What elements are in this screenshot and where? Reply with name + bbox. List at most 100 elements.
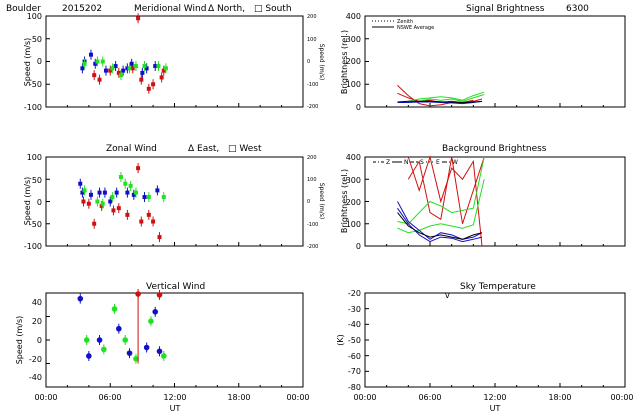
x-tick-label: 06:00 — [98, 393, 121, 402]
y-tick-label: 300 — [346, 176, 361, 185]
y2-tick-label: 100 — [307, 37, 317, 43]
zonal-data-point — [151, 219, 156, 224]
zonal-data-point — [114, 190, 119, 195]
background-title: Background Brightness — [442, 144, 547, 154]
zonal-data-point — [142, 195, 147, 200]
y-tick-label: 200 — [346, 57, 361, 66]
y2-tick-label: 200 — [307, 14, 317, 20]
y2-tick-label: 0 — [307, 199, 310, 205]
meridional-data-point — [139, 77, 144, 82]
background-ylabel: Brightness (rel.) — [340, 169, 349, 233]
meridional-title: Meridional Wind — [134, 4, 206, 14]
background-legend-z: Z — [386, 159, 390, 166]
y2-tick-label: 100 — [307, 177, 317, 183]
meridional-data-point — [80, 66, 85, 71]
signal-ylabel: Brightness (rel.) — [340, 30, 349, 94]
y-tick-label: -80 — [348, 383, 361, 392]
zonal-data-point — [131, 192, 136, 197]
y-tick-label: -20 — [29, 355, 42, 364]
zonal-data-point — [123, 181, 128, 186]
background-legend-n: N — [404, 159, 409, 166]
vertical-data-point — [126, 350, 133, 356]
chart-marks: v — [45, 13, 626, 388]
y2-tick-label: -100 — [307, 222, 318, 228]
header-site: Boulder — [6, 4, 41, 14]
signal-legend-zenith: Zenith — [397, 19, 413, 25]
y-tick-label: 0 — [356, 103, 361, 112]
y-tick-label: 0 — [37, 57, 42, 66]
meridional-data-point — [116, 70, 121, 75]
sky-frame — [364, 292, 626, 388]
signal-series-line-black — [397, 100, 483, 104]
y-tick-label: -60 — [348, 352, 361, 361]
vertical-x-ticks: 00:00 06:00 12:00 18:00 00:00 — [34, 393, 309, 402]
zonal-legend-west: □ West — [228, 144, 262, 154]
meridional-data-point — [159, 75, 164, 80]
zonal-data-point — [139, 219, 144, 224]
meridional-data-point — [127, 66, 132, 71]
sky-data-point: v — [445, 291, 450, 300]
y-tick-label: -40 — [29, 373, 42, 382]
meridional-data-point — [82, 61, 87, 66]
meridional-data-point — [144, 66, 149, 71]
background-series-line-red — [407, 156, 485, 224]
zonal-data-point — [78, 181, 83, 186]
background-series-line-black — [397, 212, 483, 240]
signal-legend-avg: NSWE Average — [397, 25, 434, 31]
vertical-data-point — [122, 337, 129, 343]
y-tick-label: 100 — [346, 80, 361, 89]
vertical-data-point — [156, 292, 163, 298]
sky-x-ticks: 00:00 06:00 12:00 18:00 00:00 — [353, 393, 633, 402]
y-tick-label: 0 — [37, 198, 42, 207]
vertical-data-point — [148, 318, 154, 325]
y-tick-label: 100 — [27, 153, 42, 162]
meridional-data-point — [129, 61, 134, 66]
zonal-data-point — [136, 166, 141, 171]
meridional-legend-north: Δ North, — [208, 4, 245, 14]
vertical-data-point — [96, 337, 103, 343]
signal-series-line-blue — [397, 100, 483, 105]
meridional-data-point — [103, 68, 108, 73]
zonal-data-point — [125, 190, 130, 195]
background-legend-w: W — [452, 159, 458, 166]
vertical-data-point — [111, 306, 118, 312]
zonal-data-point — [161, 195, 166, 200]
y-tick-label: -100 — [24, 242, 42, 251]
zonal-data-point — [102, 190, 107, 195]
y-tick-label: 400 — [346, 12, 361, 21]
x-tick-label: 18:00 — [548, 393, 571, 402]
signal-panel: Signal Brightness 6300 Brightness (rel.)… — [340, 4, 626, 112]
zonal-data-point — [111, 208, 116, 213]
zonal-data-point — [95, 199, 100, 204]
meridional-data-point — [88, 52, 93, 57]
meridional-data-point — [97, 77, 102, 82]
y-tick-label: -40 — [348, 320, 361, 329]
meridional-y-ticks: 100 50 0 -50 -100 — [24, 12, 42, 112]
y-tick-label: -50 — [348, 336, 361, 345]
meridional-data-point — [136, 16, 141, 21]
vertical-data-point — [133, 356, 139, 362]
background-panel: Background Brightness Brightness (rel.) … — [340, 144, 626, 251]
y-tick-label: -50 — [29, 220, 42, 229]
y-tick-label: -70 — [348, 367, 361, 376]
x-tick-label: 00:00 — [353, 393, 376, 402]
meridional-data-point — [118, 73, 123, 78]
vertical-data-point — [143, 344, 150, 351]
y-tick-label: 50 — [32, 35, 42, 44]
background-series-line-green — [397, 179, 485, 234]
zonal-title: Zonal Wind — [106, 144, 157, 154]
y-tick-label: 20 — [32, 317, 42, 326]
zonal-data-point — [86, 201, 91, 206]
meridional-ylabel: Speed (m/s) — [23, 38, 32, 87]
vertical-data-point — [83, 337, 90, 343]
meridional-data-point — [151, 82, 156, 87]
signal-series-line-green — [408, 91, 485, 102]
vertical-y-ticks: 40 20 0 -20 -40 — [29, 298, 42, 382]
zonal-data-point — [97, 190, 102, 195]
vertical-xlabel: UT — [170, 404, 181, 413]
vertical-data-point — [116, 325, 122, 332]
meridional-y2-ticks: 200 100 0 -100 -200 — [307, 14, 318, 110]
zonal-y2label: Speed (m/s) — [318, 183, 325, 219]
x-tick-label: 06:00 — [418, 393, 441, 402]
